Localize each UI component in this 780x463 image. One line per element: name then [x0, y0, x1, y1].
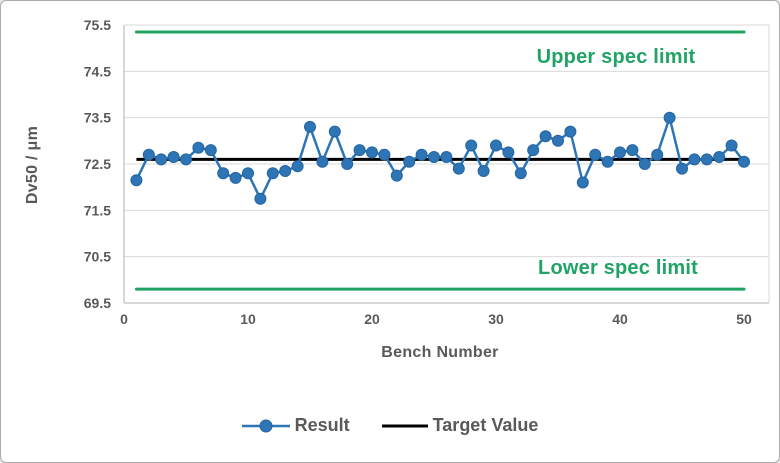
data-point — [180, 153, 192, 166]
data-point — [688, 153, 701, 166]
x-axis-title: Bench Number — [381, 344, 499, 361]
data-point — [316, 155, 329, 168]
data-point — [663, 111, 676, 124]
data-point — [142, 148, 155, 161]
x-tick-label: 0 — [120, 311, 128, 327]
legend-label-result: Result — [294, 415, 350, 435]
data-point — [527, 144, 540, 157]
data-point — [130, 174, 143, 187]
y-tick-label: 74.5 — [84, 63, 111, 79]
x-tick-label: 50 — [736, 311, 752, 327]
data-point — [242, 167, 254, 180]
legend: Result Target Value — [1, 415, 779, 436]
x-tick-label: 40 — [612, 311, 628, 327]
result-series-swatch-icon — [241, 419, 290, 432]
data-point — [713, 151, 726, 163]
data-point — [502, 146, 515, 159]
data-point — [415, 148, 428, 161]
y-axis-title: Dv50 / μm — [24, 125, 41, 205]
data-point — [217, 167, 230, 180]
y-tick-label: 72.5 — [84, 156, 111, 172]
data-point — [452, 162, 465, 175]
data-point — [204, 144, 217, 157]
data-point — [477, 165, 490, 177]
data-point — [155, 153, 168, 166]
data-point — [353, 144, 366, 157]
data-point — [725, 139, 738, 152]
data-point — [700, 153, 713, 166]
data-point — [304, 120, 316, 133]
y-tick-label: 69.5 — [84, 295, 111, 311]
data-point — [366, 146, 378, 159]
data-point — [167, 151, 180, 163]
upper-spec-limit-label: Upper spec limit — [536, 46, 696, 68]
x-tick-label: 30 — [488, 311, 504, 327]
data-point — [514, 167, 527, 180]
x-tick-label: 20 — [364, 311, 380, 327]
y-tick-label: 71.5 — [84, 202, 111, 218]
data-point — [738, 155, 750, 168]
lower-spec-limit-label: Lower spec limit — [538, 257, 698, 279]
data-point — [576, 176, 589, 189]
data-point — [465, 139, 478, 152]
data-point — [539, 130, 552, 143]
data-point — [490, 139, 502, 152]
legend-item-result: Result — [241, 415, 350, 436]
data-point — [229, 171, 242, 184]
data-point — [440, 151, 453, 163]
data-point — [291, 160, 304, 173]
data-point — [552, 134, 564, 147]
data-point — [676, 162, 688, 175]
data-point — [403, 155, 416, 168]
data-point — [279, 165, 292, 177]
y-tick-label: 75.5 — [84, 17, 111, 33]
data-point — [601, 155, 614, 168]
data-point — [589, 148, 602, 161]
legend-item-target-value: Target Value — [381, 415, 539, 436]
data-point — [341, 158, 354, 170]
data-point — [564, 125, 577, 138]
data-point — [626, 144, 639, 157]
x-tick-label: 10 — [240, 311, 256, 327]
y-tick-label: 70.5 — [84, 249, 111, 265]
data-point — [638, 158, 651, 170]
y-tick-label: 73.5 — [84, 110, 111, 126]
legend-label-target-value: Target Value — [432, 415, 539, 435]
data-point — [614, 146, 626, 159]
data-point — [266, 167, 279, 180]
data-point — [390, 169, 403, 182]
target-line-swatch-icon — [381, 424, 428, 427]
data-point — [192, 141, 205, 154]
data-point — [254, 192, 267, 205]
chart-canvas: 69.5 70.5 71.5 72.5 73.5 74.5 75.5 0 10 20 30 40 50 — [84, 17, 770, 327]
data-point — [378, 148, 391, 161]
data-point — [328, 125, 341, 138]
data-point — [651, 148, 664, 161]
data-point — [428, 151, 440, 163]
